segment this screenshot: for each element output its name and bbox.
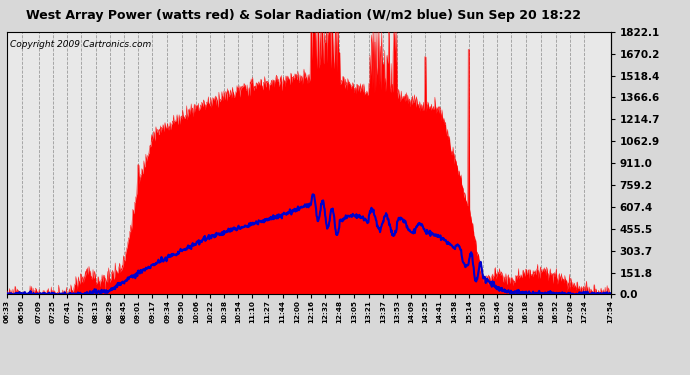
- Text: West Array Power (watts red) & Solar Radiation (W/m2 blue) Sun Sep 20 18:22: West Array Power (watts red) & Solar Rad…: [26, 9, 581, 22]
- Text: Copyright 2009 Cartronics.com: Copyright 2009 Cartronics.com: [10, 40, 151, 49]
